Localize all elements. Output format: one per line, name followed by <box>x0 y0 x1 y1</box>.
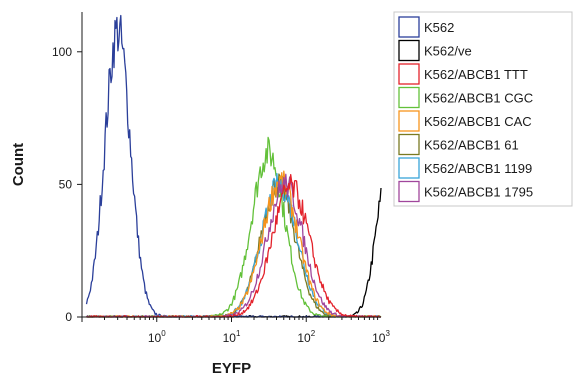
series-layer <box>85 14 382 318</box>
legend-swatch <box>398 63 420 85</box>
series-line <box>86 173 382 318</box>
x-tick-label: 101 <box>223 329 241 345</box>
legend-label: K562 <box>424 20 454 35</box>
legend-frame <box>393 11 573 207</box>
y-axis-title: Count <box>10 143 27 186</box>
legend-swatch <box>398 39 420 62</box>
y-ticks: 0 50 100 <box>52 45 82 324</box>
x-tick-label: 100 <box>148 329 166 345</box>
y-tick-label: 100 <box>52 45 72 59</box>
legend-swatch <box>398 110 420 132</box>
series-line <box>86 136 382 318</box>
y-tick-label: 50 <box>59 177 73 191</box>
legend-swatch <box>398 86 420 109</box>
series-line <box>86 172 381 318</box>
legend-label: K562/ABCB1 1795 <box>424 185 533 200</box>
series-line <box>85 14 381 318</box>
legend-label: K562/ABCB1 1199 <box>424 161 532 176</box>
x-axis-title: EYFP <box>212 360 251 377</box>
legend-label: K562/ve <box>424 44 472 59</box>
x-tick-label: 102 <box>297 329 315 345</box>
legend-label: K562/ABCB1 CGC <box>424 91 533 106</box>
legend-label: K562/ABCB1 CAC <box>424 114 532 129</box>
legend-swatch <box>398 180 420 203</box>
y-tick-label: 0 <box>65 310 72 324</box>
legend-label: K562/ABCB1 TTT <box>424 67 528 82</box>
legend-label: K562/ABCB1 61 <box>424 138 519 153</box>
legend-swatch <box>398 16 420 38</box>
axes <box>81 12 381 318</box>
legend-swatch <box>398 133 420 156</box>
legend-swatch <box>398 157 420 179</box>
legend: K562 K562/ve K562/ABCB1 TTT K562/ABCB1 CGC K… <box>393 11 573 207</box>
series-line <box>86 170 381 318</box>
x-ticks: 100 101 102 103 <box>81 317 390 345</box>
x-tick-label: 103 <box>372 329 390 345</box>
